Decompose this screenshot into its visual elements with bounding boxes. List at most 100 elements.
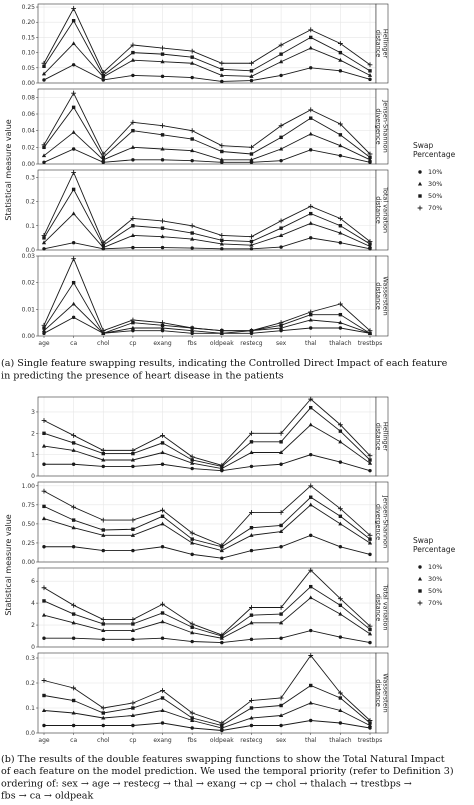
data-point — [367, 151, 373, 157]
data-point — [249, 430, 254, 436]
data-point — [279, 545, 283, 549]
data-point — [249, 331, 254, 336]
series-line-10% — [44, 720, 371, 731]
data-point — [71, 256, 77, 262]
data-point — [309, 628, 313, 633]
data-point — [368, 247, 372, 251]
data-point — [278, 123, 284, 129]
data-point — [71, 6, 77, 11]
data-point — [219, 635, 224, 640]
data-point — [131, 622, 135, 626]
caption-line: fbs → ca → oldpeak — [1, 791, 94, 802]
legend-key-30% — [417, 181, 423, 186]
data-point — [338, 69, 343, 73]
data-point — [42, 693, 46, 698]
data-point — [101, 78, 105, 82]
data-point — [338, 721, 343, 725]
data-point — [41, 612, 47, 617]
data-point — [278, 713, 284, 717]
facet-label-line: Hellinger — [381, 29, 389, 59]
data-point — [71, 441, 76, 445]
series-line-70% — [43, 654, 371, 724]
facet-label-line: distance — [374, 196, 382, 224]
data-point — [71, 241, 76, 245]
data-point — [368, 640, 372, 645]
data-point — [100, 69, 106, 75]
data-point — [308, 396, 314, 402]
data-point — [249, 152, 254, 156]
y-tick-label: 2 — [31, 622, 35, 629]
caption-line: (a) Single feature swapping results, ind… — [1, 358, 448, 369]
data-point — [160, 433, 165, 438]
data-point — [71, 170, 77, 175]
data-point — [42, 545, 46, 549]
data-point — [130, 447, 136, 453]
y-tick-label: 0.00 — [22, 161, 36, 168]
data-point — [249, 74, 254, 78]
facet-background — [38, 397, 376, 476]
y-tick-label: 0.03 — [22, 253, 36, 260]
caption-line: of each feature on the model prediction.… — [1, 766, 454, 777]
data-point — [219, 466, 224, 471]
y-tick-label: 0.10 — [22, 50, 36, 57]
facet-strip — [375, 567, 389, 648]
data-point — [308, 595, 313, 600]
data-point — [219, 462, 225, 468]
y-tick-label: 0.08 — [22, 94, 36, 101]
data-point — [249, 715, 254, 720]
data-point — [368, 537, 372, 541]
data-point — [101, 723, 105, 728]
data-point — [308, 203, 314, 209]
y-tick-label: 0.2 — [25, 680, 35, 687]
series-line-70% — [43, 569, 371, 636]
x-tick-label: sex — [276, 340, 287, 347]
data-point — [367, 723, 373, 727]
y-tick-label: 0.00 — [22, 80, 36, 87]
data-point — [190, 540, 195, 545]
data-point — [279, 226, 283, 230]
data-point — [367, 718, 373, 723]
data-point — [71, 105, 76, 110]
data-point — [100, 517, 106, 523]
facet-strip — [375, 88, 389, 165]
data-point — [278, 320, 284, 326]
data-point — [309, 236, 313, 240]
data-point — [71, 211, 76, 216]
data-point — [279, 523, 283, 528]
facet-background — [38, 653, 376, 733]
data-point — [338, 153, 343, 158]
data-point — [189, 128, 195, 134]
facet-label-line: Hellinger — [381, 422, 389, 452]
data-point — [308, 107, 314, 113]
series-line-30% — [43, 597, 371, 639]
data-point — [367, 328, 373, 334]
series-line-50% — [43, 496, 371, 548]
data-point — [42, 331, 46, 336]
data-point — [309, 495, 313, 499]
data-point — [278, 529, 284, 534]
data-point — [101, 155, 105, 160]
data-point — [190, 630, 195, 635]
series-line-70% — [43, 92, 371, 155]
data-point — [219, 725, 224, 730]
data-point — [160, 721, 165, 725]
data-point — [42, 431, 46, 435]
y-tick-label: 0 — [31, 473, 35, 480]
caption-a: (a) Single feature swapping results, ind… — [1, 358, 448, 382]
data-point — [338, 312, 343, 317]
data-point — [249, 242, 254, 247]
data-point — [368, 155, 372, 160]
data-point — [249, 526, 254, 530]
facet-label-line: divergence — [374, 108, 382, 144]
data-point — [338, 545, 343, 549]
series-line-10% — [44, 534, 371, 559]
data-point — [220, 67, 224, 72]
x-tick-label: age — [38, 340, 49, 347]
data-point — [219, 60, 225, 66]
data-point — [308, 700, 313, 705]
data-point — [337, 422, 343, 428]
facet-background — [38, 256, 376, 336]
data-point — [42, 504, 46, 509]
data-point — [41, 585, 47, 591]
